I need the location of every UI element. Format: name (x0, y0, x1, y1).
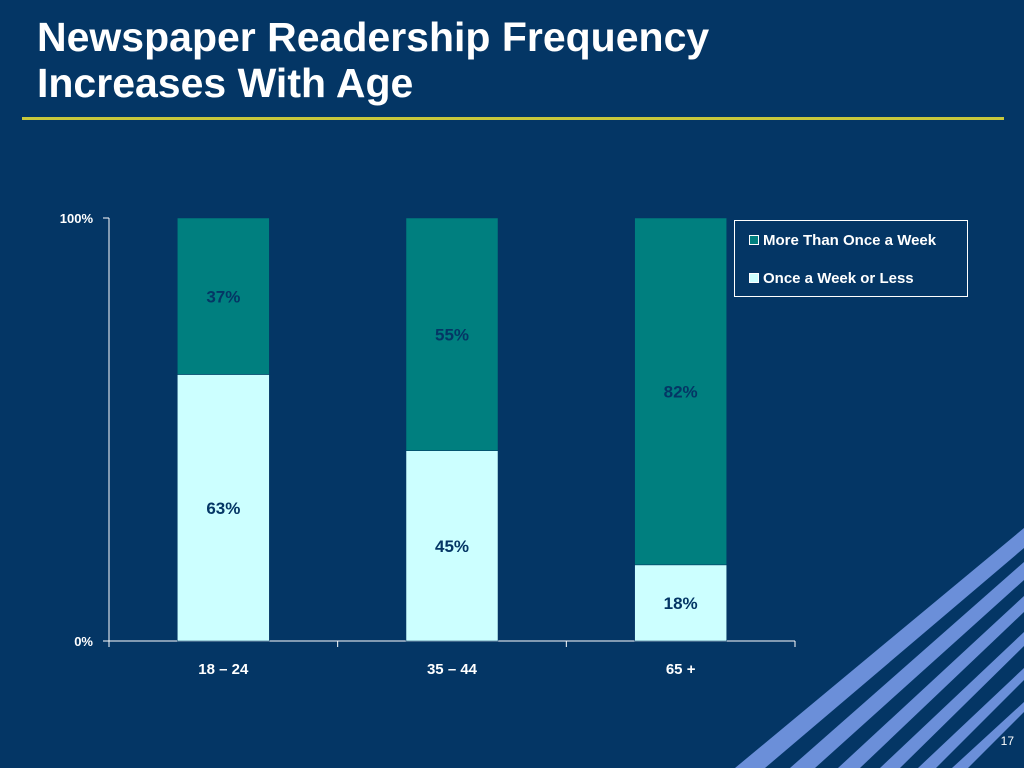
title-rule (22, 117, 1004, 120)
legend-swatch-once-or-less (749, 273, 759, 283)
x-category-label: 35 – 44 (427, 661, 478, 678)
slide-title-line-2: Increases With Age (37, 60, 414, 106)
data-label-more-than-once-1: 37% (206, 287, 240, 306)
legend-item-once-or-less: Once a Week or Less (749, 270, 914, 287)
x-category-label: 65 + (666, 661, 696, 678)
data-label-more-than-once-3: 82% (664, 382, 698, 401)
data-label-once-or-less-3: 18% (664, 594, 698, 613)
slide-title: Newspaper Readership Frequency Increases… (37, 14, 709, 106)
bar-more-than-once-3 (634, 217, 727, 566)
x-category-label: 18 – 24 (198, 661, 249, 678)
bar-once-or-less-1 (177, 374, 270, 642)
page-number: 17 (1000, 734, 1014, 748)
bar-more-than-once-2 (405, 217, 499, 451)
bar-more-than-once-1 (177, 217, 270, 375)
legend-label-once-or-less: Once a Week or Less (763, 270, 914, 287)
data-label-once-or-less-1: 63% (206, 499, 240, 518)
data-label-more-than-once-2: 55% (435, 325, 469, 344)
legend-swatch-more-than-once (749, 235, 759, 245)
legend-item-more-than-once: More Than Once a Week (749, 232, 936, 249)
data-label-once-or-less-2: 45% (435, 537, 469, 556)
y-tick-label: 100% (60, 211, 94, 226)
slide-title-line-1: Newspaper Readership Frequency (37, 14, 710, 60)
bar-once-or-less-3 (634, 564, 727, 642)
legend-label-more-than-once: More Than Once a Week (763, 232, 937, 249)
y-tick-label: 0% (74, 634, 93, 649)
bar-once-or-less-2 (405, 450, 499, 642)
chart-legend: More Than Once a Week Once a Week or Les… (734, 220, 968, 297)
